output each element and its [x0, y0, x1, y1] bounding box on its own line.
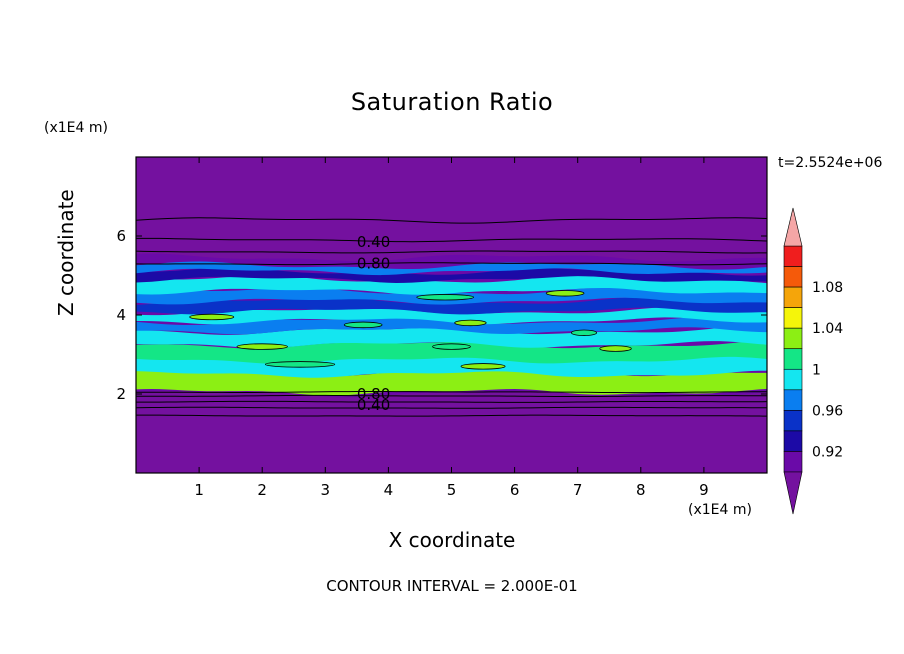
- moist-pocket: [432, 343, 471, 350]
- y-axis-ticks: 2 4 6: [116, 227, 767, 403]
- colorbar-swatch: [783, 368, 803, 391]
- band-blue-top: [136, 261, 767, 276]
- x-axis-label: X coordinate: [388, 528, 516, 552]
- saturation-field: [136, 253, 767, 398]
- colorbar-swatch: [783, 451, 803, 473]
- x-axis-ticks: 1 2 3 4 5 6 7 8 9: [194, 157, 709, 499]
- y-tick-label: 2: [116, 385, 126, 403]
- colorbar-swatch: [783, 245, 803, 267]
- colorbar-tick-label: 1.08: [812, 280, 843, 296]
- contour-line: [136, 217, 767, 224]
- colorbar-under-arrow: [783, 471, 803, 515]
- colorbar-over-arrow: [783, 207, 803, 247]
- contour-line: [136, 250, 767, 254]
- colorbar-swatch: [783, 430, 803, 452]
- colorbar-swatch: [783, 327, 803, 350]
- moist-pocket: [460, 363, 506, 370]
- x-tick-label: 8: [636, 481, 646, 499]
- contour-label: 0.80: [357, 385, 390, 403]
- x-axis-unit: (x1E4 m): [688, 502, 752, 518]
- contour-interval-note: CONTOUR INTERVAL = 2.000E-01: [326, 577, 578, 595]
- y-tick-label: 6: [116, 227, 126, 245]
- x-tick-label: 3: [321, 481, 331, 499]
- contour-label: 0.80: [357, 255, 390, 273]
- colorbar-swatch: [783, 266, 803, 288]
- contour-line: [136, 414, 767, 417]
- x-tick-label: 5: [447, 481, 457, 499]
- colorbar-swatch: [783, 307, 803, 329]
- x-tick-label: 6: [510, 481, 520, 499]
- colorbar: 0.92 0.96 1 1.04 1.08: [783, 207, 843, 515]
- x-tick-label: 7: [573, 481, 583, 499]
- colorbar-swatch: [783, 410, 803, 432]
- colorbar-tick-label: 1.04: [812, 321, 843, 337]
- time-label: t=2.5524e+06: [778, 155, 883, 171]
- contour-line: [136, 394, 767, 398]
- x-tick-label: 2: [257, 481, 267, 499]
- x-tick-label: 4: [384, 481, 394, 499]
- y-axis-label: Z coordinate: [54, 189, 78, 316]
- contour-line: [136, 406, 767, 409]
- colorbar-tick-label: 1: [812, 362, 821, 378]
- moist-pocket: [343, 321, 383, 329]
- band-blue-upper: [136, 297, 767, 315]
- band-blue-mid: [136, 316, 767, 335]
- band-cyan-upper: [136, 307, 767, 325]
- y-axis-unit: (x1E4 m): [44, 120, 108, 136]
- moist-pocket: [264, 361, 336, 368]
- band-cyan-top: [136, 275, 767, 295]
- colorbar-tick-label: 0.92: [812, 444, 843, 460]
- contour-line: [136, 262, 767, 266]
- contour-line: [136, 391, 767, 394]
- moist-pocket: [416, 294, 474, 301]
- colorbar-tick-label: 0.96: [812, 403, 843, 419]
- x-tick-label: 1: [194, 481, 204, 499]
- contour-label: 0.40: [357, 396, 390, 414]
- moist-pocket: [454, 319, 487, 327]
- moist-pocket: [570, 329, 598, 336]
- contour-labels: 0.400.800.800.40: [357, 233, 390, 414]
- moist-pocket: [189, 313, 235, 321]
- colorbar-swatch: [783, 389, 803, 411]
- x-tick-label: 9: [699, 481, 709, 499]
- contour-label: 0.40: [357, 233, 390, 251]
- band-cyan-mid: [136, 326, 767, 349]
- y-tick-label: 4: [116, 306, 126, 324]
- colorbar-swatch: [783, 348, 803, 370]
- contour-line: [136, 400, 767, 403]
- moist-pocket: [236, 343, 288, 350]
- contour-lines: [136, 217, 767, 417]
- colorbar-swatch: [783, 286, 803, 308]
- moist-pocket: [545, 290, 585, 297]
- chart-title: Saturation Ratio: [350, 88, 554, 116]
- contour-line: [136, 237, 767, 243]
- moist-pocket: [599, 345, 632, 352]
